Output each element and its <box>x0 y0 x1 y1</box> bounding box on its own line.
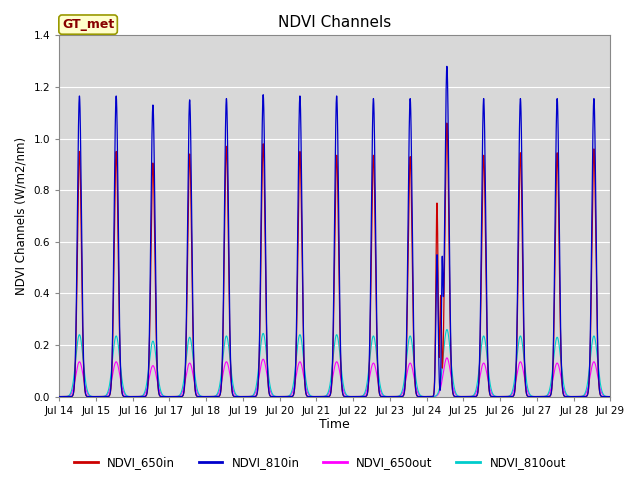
Title: NDVI Channels: NDVI Channels <box>278 15 392 30</box>
X-axis label: Time: Time <box>319 419 350 432</box>
Legend: NDVI_650in, NDVI_810in, NDVI_650out, NDVI_810out: NDVI_650in, NDVI_810in, NDVI_650out, NDV… <box>69 452 571 474</box>
Text: GT_met: GT_met <box>62 18 114 31</box>
Y-axis label: NDVI Channels (W/m2/nm): NDVI Channels (W/m2/nm) <box>15 137 28 295</box>
